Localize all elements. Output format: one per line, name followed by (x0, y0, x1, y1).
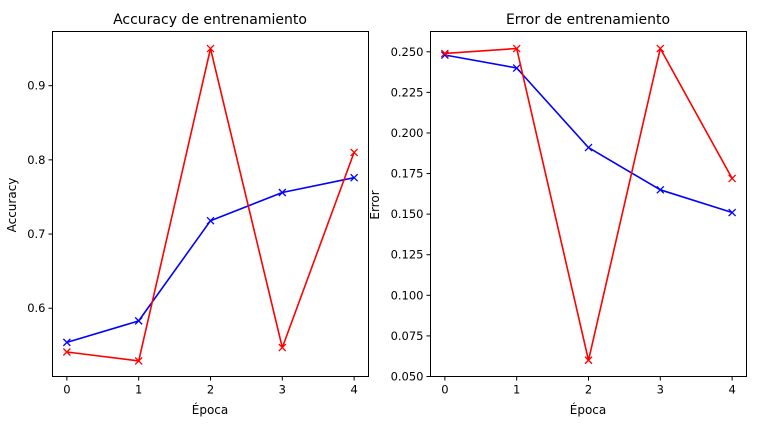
error-series-1-marker (728, 174, 737, 183)
accuracy-series-1-marker (62, 348, 71, 356)
accuracy-series (62, 44, 359, 365)
accuracy-series-0-marker (134, 316, 143, 325)
accuracy-series-0-marker (278, 188, 287, 197)
error-y-tick-label: 0.200 (391, 126, 424, 140)
accuracy-y-tick-label: 0.8 (27, 153, 45, 167)
error-series-1-marker (656, 44, 665, 53)
accuracy-chart-title: Accuracy de entrenamiento (113, 12, 307, 28)
error-x-tick-label: 1 (513, 383, 520, 397)
accuracy-x-tick-label: 1 (135, 383, 142, 397)
error-series-1-marker (512, 44, 521, 53)
error-y-tick-label: 0.075 (391, 329, 424, 343)
error-x-tick-label: 3 (657, 383, 664, 397)
accuracy-x-axis-label: Época (192, 402, 229, 417)
accuracy-series-0-marker (62, 338, 71, 347)
error-x-axis-label: Época (570, 402, 607, 417)
error-y-tick-label: 0.050 (391, 370, 424, 384)
error-series-1-marker (584, 356, 593, 365)
error-x-tick-label: 0 (441, 383, 448, 397)
error-chart-title: Error de entrenamiento (506, 12, 670, 28)
error-y-tick-label: 0.175 (391, 167, 424, 181)
accuracy-y-tick-label: 0.9 (27, 79, 45, 93)
accuracy-plot-frame (52, 31, 369, 377)
error-series-0-marker (584, 143, 593, 152)
error-series-0-marker (728, 208, 737, 217)
error-series (440, 44, 737, 365)
error-chart: Error de entrenamiento Época Error 0 1 2 3 4… (368, 12, 747, 417)
accuracy-x-tick-label: 4 (350, 383, 357, 397)
error-y-tick-label: 0.225 (391, 85, 424, 99)
accuracy-series-1-marker (350, 148, 359, 157)
accuracy-ticks: 0 1 2 3 4 0.6 0.7 0.8 0.9 (27, 79, 358, 397)
error-plot-frame (430, 31, 747, 377)
error-x-tick-label: 4 (728, 383, 735, 397)
accuracy-y-tick-label: 0.6 (27, 301, 45, 315)
error-series-0-marker (512, 64, 521, 72)
accuracy-series-1-marker (134, 356, 143, 365)
accuracy-x-tick-label: 3 (279, 383, 286, 397)
error-y-tick-label: 0.125 (391, 248, 424, 262)
error-x-tick-label: 2 (585, 383, 592, 397)
error-y-axis-label: Error (368, 190, 382, 219)
accuracy-chart: Accuracy de entrenamiento Época Accuracy… (5, 12, 369, 417)
accuracy-series-0-marker (206, 216, 215, 225)
accuracy-series-1-marker (206, 44, 215, 53)
error-series-1-marker (440, 49, 449, 58)
error-ticks: 0 1 2 3 4 0.050 0.075 0.100 0.125 0.150 0.175 0.200… (391, 45, 736, 397)
accuracy-series-1-marker (278, 343, 287, 352)
error-y-tick-label: 0.100 (391, 288, 424, 302)
error-series-0-marker (656, 185, 665, 194)
accuracy-series-1-line (66, 47, 355, 362)
accuracy-x-tick-label: 2 (207, 383, 214, 397)
accuracy-series-0-line (66, 176, 355, 344)
accuracy-series-0-marker (350, 173, 359, 182)
error-series-0-line (444, 54, 733, 214)
accuracy-y-axis-label: Accuracy (5, 178, 19, 233)
accuracy-x-tick-label: 0 (63, 383, 70, 397)
error-y-tick-label: 0.150 (391, 207, 424, 221)
error-series-1-line (444, 47, 733, 362)
error-y-tick-label: 0.250 (391, 45, 424, 59)
accuracy-y-tick-label: 0.7 (27, 227, 45, 241)
